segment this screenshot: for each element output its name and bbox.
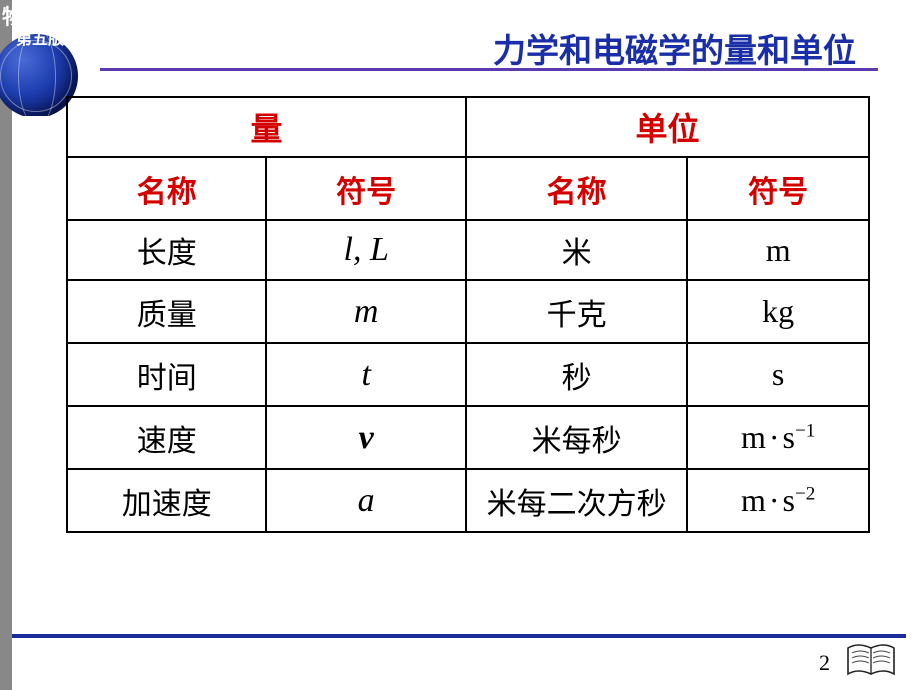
bottom-line [12, 634, 906, 638]
cell-usym: m [687, 220, 869, 280]
cell-uname: 米每二次方秒 [466, 469, 687, 532]
subheader-uname: 名称 [466, 157, 687, 220]
cell-qname: 质量 [67, 280, 266, 343]
table-header-row-2: 名称 符号 名称 符号 [67, 157, 869, 220]
cell-qname: 时间 [67, 343, 266, 406]
cell-usym: m·s−1 [687, 406, 869, 469]
table-body: 长度l, L米m质量m千克kg时间t秒s速度v米每秒m·s−1加速度a米每二次方… [67, 220, 869, 532]
page-number: 2 [819, 650, 830, 676]
cell-qsym: m [266, 280, 465, 343]
subheader-qsym: 符号 [266, 157, 465, 220]
cell-qsym: v [266, 406, 465, 469]
cell-uname: 米每秒 [466, 406, 687, 469]
table-row: 加速度a米每二次方秒m·s−2 [67, 469, 869, 532]
table-row: 质量m千克kg [67, 280, 869, 343]
table-row: 时间t秒s [67, 343, 869, 406]
cell-qname: 长度 [67, 220, 266, 280]
textbook-corner-label: 物理学 第五版 [2, 6, 68, 49]
quantities-units-table: 量 单位 名称 符号 名称 符号 长度l, L米m质量m千克kg时间t秒s速度v… [66, 96, 870, 533]
title-underline [100, 68, 878, 71]
header-quantity: 量 [67, 97, 466, 157]
textbook-edition: 第五版 [16, 31, 68, 49]
cell-uname: 秒 [466, 343, 687, 406]
cell-qsym: t [266, 343, 465, 406]
cell-qname: 速度 [67, 406, 266, 469]
header-unit: 单位 [466, 97, 869, 157]
textbook-name: 物理学 [2, 6, 68, 29]
cell-usym: kg [687, 280, 869, 343]
table-row: 速度v米每秒m·s−1 [67, 406, 869, 469]
cell-uname: 千克 [466, 280, 687, 343]
cell-uname: 米 [466, 220, 687, 280]
bottom-bar: 2 [0, 634, 920, 690]
cell-usym: m·s−2 [687, 469, 869, 532]
table-row: 长度l, L米m [67, 220, 869, 280]
cell-usym: s [687, 343, 869, 406]
subheader-usym: 符号 [687, 157, 869, 220]
book-icon [844, 640, 898, 682]
cell-qname: 加速度 [67, 469, 266, 532]
cell-qsym: l, L [266, 220, 465, 280]
cell-qsym: a [266, 469, 465, 532]
table-header-row-1: 量 单位 [67, 97, 869, 157]
page-title: 力学和电磁学的量和单位 [0, 24, 880, 72]
subheader-qname: 名称 [67, 157, 266, 220]
